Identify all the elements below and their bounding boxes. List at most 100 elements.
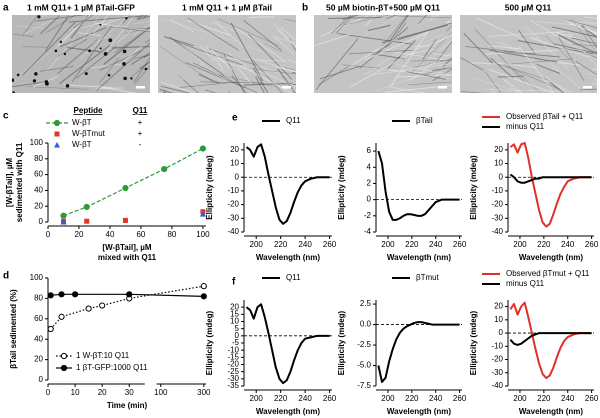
fiber <box>19 37 70 76</box>
y-axis-label: Ellipticity (mdeg) <box>337 310 346 375</box>
fiber <box>231 75 247 93</box>
fiber <box>239 64 293 93</box>
legend-value: - <box>139 140 142 149</box>
fiber <box>530 19 597 61</box>
fiber <box>99 50 142 71</box>
fiber <box>349 51 414 88</box>
x-axis-label: [W-βTail], µM <box>102 243 152 252</box>
particle <box>99 23 102 26</box>
fiber <box>567 30 597 68</box>
fiber <box>12 81 45 88</box>
fiber <box>504 79 523 93</box>
fiber <box>103 26 150 65</box>
fiber <box>273 36 295 55</box>
x-axis-label: Wavelength (nm) <box>256 407 320 416</box>
legend-value: + <box>138 129 143 138</box>
chart: 6 4 2 0 -2 -4 200 220 240 260 Ellipticity (mdeg) Wa… <box>337 116 467 262</box>
fiber <box>123 42 146 62</box>
x-tick-label: 260 <box>453 240 467 249</box>
y-tick-label: 60 <box>34 314 43 323</box>
fiber <box>208 48 257 66</box>
fiber <box>45 15 70 51</box>
y-tick-label: 20 <box>34 355 43 364</box>
scale-bar <box>438 86 447 89</box>
legend-marker <box>54 131 60 137</box>
x-axis-label: mixed with Q11 <box>98 253 157 262</box>
particle <box>12 78 15 83</box>
particle <box>65 84 70 88</box>
scale-bar <box>282 86 291 89</box>
x-tick-label: 40 <box>106 230 115 239</box>
image-title: 1 mM Q11+ 1 µM βTail-GFP <box>27 2 135 12</box>
y-tick-label: 0 <box>235 331 240 340</box>
fiber <box>571 37 597 45</box>
x-tick-label: 260 <box>323 394 337 403</box>
fiber <box>187 17 239 51</box>
y-tick-label: 100 <box>30 138 44 147</box>
marker <box>200 283 207 290</box>
y-tick-label: -2 <box>364 211 372 220</box>
y-tick-label: 0 <box>39 217 44 226</box>
fiber <box>365 15 377 27</box>
x-tick-label: 200 <box>250 394 264 403</box>
fiber <box>410 68 428 81</box>
fiber <box>183 80 199 93</box>
fibers <box>460 16 597 93</box>
fiber <box>177 74 199 93</box>
y-tick-label: 0.0 <box>360 320 372 329</box>
fiber <box>263 42 283 53</box>
chart: 20 10 0 -10 -20 -30 -40 200 220 240 260 Ellipticity… <box>469 269 599 416</box>
fiber <box>314 33 351 47</box>
y-tick-label: 10 <box>230 159 239 168</box>
particle <box>99 47 102 50</box>
fiber <box>405 34 444 51</box>
fiber <box>411 58 452 68</box>
marker <box>47 292 54 299</box>
fiber <box>408 81 452 86</box>
fiber <box>187 19 231 37</box>
fiber <box>584 25 597 37</box>
x-tick-label: 200 <box>250 240 264 249</box>
y-tick-label: 4 <box>367 162 372 171</box>
y-tick-label: -5.0 <box>357 361 371 370</box>
y-tick-label: -7.5 <box>357 381 371 390</box>
fiber <box>134 54 150 59</box>
y-tick-label: 5 <box>235 324 240 333</box>
x-tick-label: 240 <box>561 394 575 403</box>
y-tick-label: 60 <box>34 170 43 179</box>
fiber <box>253 67 269 93</box>
legend-label: minus Q11 <box>506 279 545 288</box>
fiber <box>276 28 296 48</box>
fiber <box>587 72 597 76</box>
fiber <box>417 15 428 24</box>
fiber <box>385 15 397 20</box>
fiber <box>500 41 535 60</box>
y-tick-label: 20 <box>494 302 503 311</box>
fiber <box>122 15 130 24</box>
particle <box>59 40 63 44</box>
fiber <box>384 15 409 48</box>
fiber <box>247 46 270 55</box>
fiber <box>567 19 597 29</box>
y-tick-label: 0 <box>235 172 240 181</box>
x-tick-label: 260 <box>323 240 337 249</box>
x-tick-label: 200 <box>381 394 395 403</box>
x-tick-label: 20 <box>98 388 107 397</box>
micrograph <box>314 15 452 93</box>
fiber <box>337 33 413 45</box>
fiber <box>518 29 536 55</box>
fiber <box>387 23 406 48</box>
particle <box>123 76 127 81</box>
micrograph-bg <box>158 15 296 93</box>
x-tick-label: 220 <box>274 394 288 403</box>
y-tick-label: 2 <box>367 179 372 188</box>
fiber <box>99 57 120 84</box>
marker <box>122 184 129 192</box>
fiber <box>247 33 293 80</box>
y-tick-label: 6 <box>367 146 372 155</box>
fiber <box>364 31 429 61</box>
x-axis-label: Wavelength (nm) <box>519 407 583 416</box>
fiber <box>386 50 446 61</box>
fiber <box>70 15 90 39</box>
